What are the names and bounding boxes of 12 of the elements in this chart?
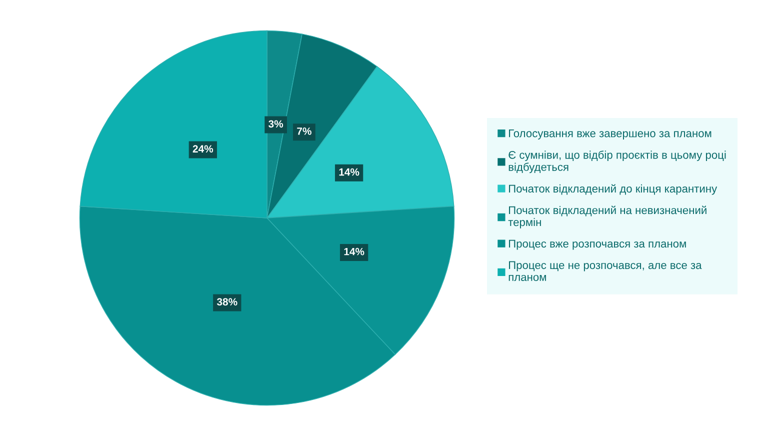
legend-label: Початок відкладений на невизначений термін — [508, 206, 706, 228]
data-label: 24% — [192, 145, 214, 153]
data-label: 14% — [339, 168, 360, 176]
data-label: 38% — [216, 298, 238, 306]
data-label: 14% — [344, 248, 364, 256]
legend-label: Голосування вже завершено за планом — [509, 130, 712, 140]
legend-label: Процес вже розпочався за планом — [509, 240, 686, 250]
legend-label: Початок відкладений до кінця карантину — [509, 184, 718, 195]
legend-label: Є сумніви, що відбір проєктів в цьому році відбудеться — [508, 150, 726, 174]
data-label: 7% — [297, 128, 312, 135]
legend-label: Процес ще не розпочався, але все за планом — [508, 261, 702, 282]
data-label: 3% — [268, 120, 284, 128]
